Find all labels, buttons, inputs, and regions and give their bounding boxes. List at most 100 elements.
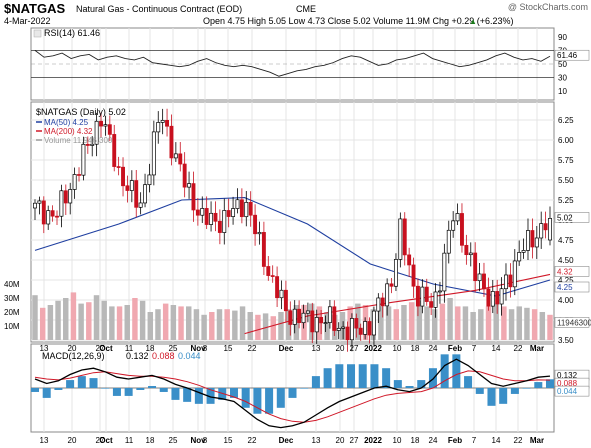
macd-histogram-bar — [487, 388, 496, 406]
up-arrow-icon: ▲ — [469, 17, 477, 26]
candle-body — [310, 310, 315, 333]
price-tick-label: 5.50 — [558, 176, 574, 185]
macd-plot — [30, 354, 555, 429]
candle-body — [389, 283, 394, 287]
volume-bar — [63, 298, 69, 340]
macd-histogram-bar — [183, 388, 192, 402]
macd-tag: 0.044 — [557, 387, 578, 396]
macd-histogram-bar — [393, 380, 402, 388]
x-axis-label-mid: 18 — [411, 344, 420, 353]
macd-histogram-bar — [159, 388, 168, 392]
rsi-tick-label: 90 — [558, 33, 567, 42]
volume-bar — [378, 306, 384, 340]
candle-body — [490, 291, 495, 307]
grid-lines — [31, 28, 554, 432]
x-axis-label-bottom: 25 — [169, 436, 178, 445]
price-tick-label: 4.75 — [558, 236, 574, 245]
candle-body — [539, 223, 544, 239]
candle-body — [332, 306, 337, 331]
volume-bar — [455, 306, 461, 340]
macd-histogram-bar — [194, 388, 203, 404]
volume-bar — [416, 300, 423, 340]
macd-histogram-bar — [253, 388, 262, 414]
candle-body — [504, 274, 508, 290]
candle-body — [468, 252, 473, 256]
macd-histogram-bar — [417, 380, 426, 388]
price-tick-label: 4.25 — [558, 276, 574, 285]
ma50-tag: 4.25 — [557, 283, 573, 292]
candle-body — [534, 237, 539, 248]
rsi-line — [34, 50, 551, 77]
volume-bar — [116, 306, 123, 340]
ma200-line — [244, 273, 551, 335]
candle-body — [244, 201, 249, 218]
macd-histogram-bar — [440, 354, 449, 388]
candle-body — [371, 310, 376, 336]
rsi-legend-icon — [33, 29, 42, 38]
price-tick-label: 3.50 — [558, 336, 574, 345]
volume-bar — [109, 306, 115, 340]
x-axis-label-mid: 20 — [336, 344, 345, 353]
volume-bar — [139, 300, 146, 340]
x-axis-label-mid: Dec — [279, 344, 294, 353]
candle-body — [548, 218, 552, 241]
volume-bar — [385, 306, 392, 340]
x-axis-label-bottom: 24 — [429, 436, 438, 445]
macd-signal-line — [34, 370, 551, 423]
candle-body — [486, 288, 491, 307]
candle-body — [429, 301, 434, 308]
close-price-tag: 5.02 — [557, 213, 573, 222]
candle-body — [464, 244, 469, 256]
macd-histogram-bar — [30, 388, 40, 392]
volume-bar — [216, 309, 223, 340]
volume-bar — [508, 309, 515, 340]
candle-body — [327, 306, 332, 323]
close-price-tag-box — [554, 212, 590, 223]
x-axis-label-mid: 15 — [224, 344, 233, 353]
candle-body — [37, 200, 42, 204]
volume-bar — [70, 292, 77, 340]
macd-histogram-bar — [241, 388, 250, 408]
volume-bar — [278, 312, 284, 340]
candle-body — [217, 220, 222, 233]
candle-body — [420, 286, 425, 307]
rsi-tick-label: 50 — [558, 60, 567, 69]
candle-body — [354, 318, 359, 329]
volume-bar — [470, 312, 476, 340]
volume-bar — [170, 305, 177, 340]
candle-body — [46, 210, 51, 225]
x-axis-label-bottom: Nov — [190, 436, 206, 445]
x-axis-label-bottom: 11 — [125, 436, 134, 445]
candle-body — [226, 210, 231, 217]
volume-bar — [439, 303, 446, 340]
candle-body — [349, 318, 354, 341]
candle-body — [477, 273, 482, 282]
x-axis-label-bottom: 20 — [68, 436, 77, 445]
volume-bar — [539, 312, 546, 340]
x-axis-label-mid: 24 — [429, 344, 438, 353]
candle-body — [231, 208, 236, 217]
x-axis-label-mid: Mar — [530, 344, 544, 353]
x-axis-label-bottom: Mar — [530, 436, 544, 445]
x-axis-label-bottom: Feb — [448, 436, 462, 445]
volume-bar — [262, 313, 269, 340]
volume-bar — [516, 306, 522, 340]
candle-body — [385, 283, 390, 307]
macd-histogram-bar — [358, 364, 367, 388]
legend-entry: MA(200) 4.32 — [44, 127, 93, 136]
candle-body — [438, 290, 442, 293]
exchange-label: CME — [296, 4, 316, 14]
volume-bar — [247, 312, 253, 340]
macd-histogram-bar — [522, 388, 531, 389]
macd-label-prefix: MACD(12,26,9) — [42, 351, 105, 361]
macd-histogram-bar — [77, 376, 86, 388]
candle-body — [99, 120, 103, 127]
candle-body — [323, 322, 328, 324]
rsi-tick-label: 30 — [558, 74, 567, 83]
candle-body — [319, 317, 324, 324]
macd-histogram-bar — [452, 354, 461, 388]
volume-bar — [186, 306, 192, 340]
volume-bar — [531, 309, 538, 340]
candle-body — [81, 143, 86, 176]
